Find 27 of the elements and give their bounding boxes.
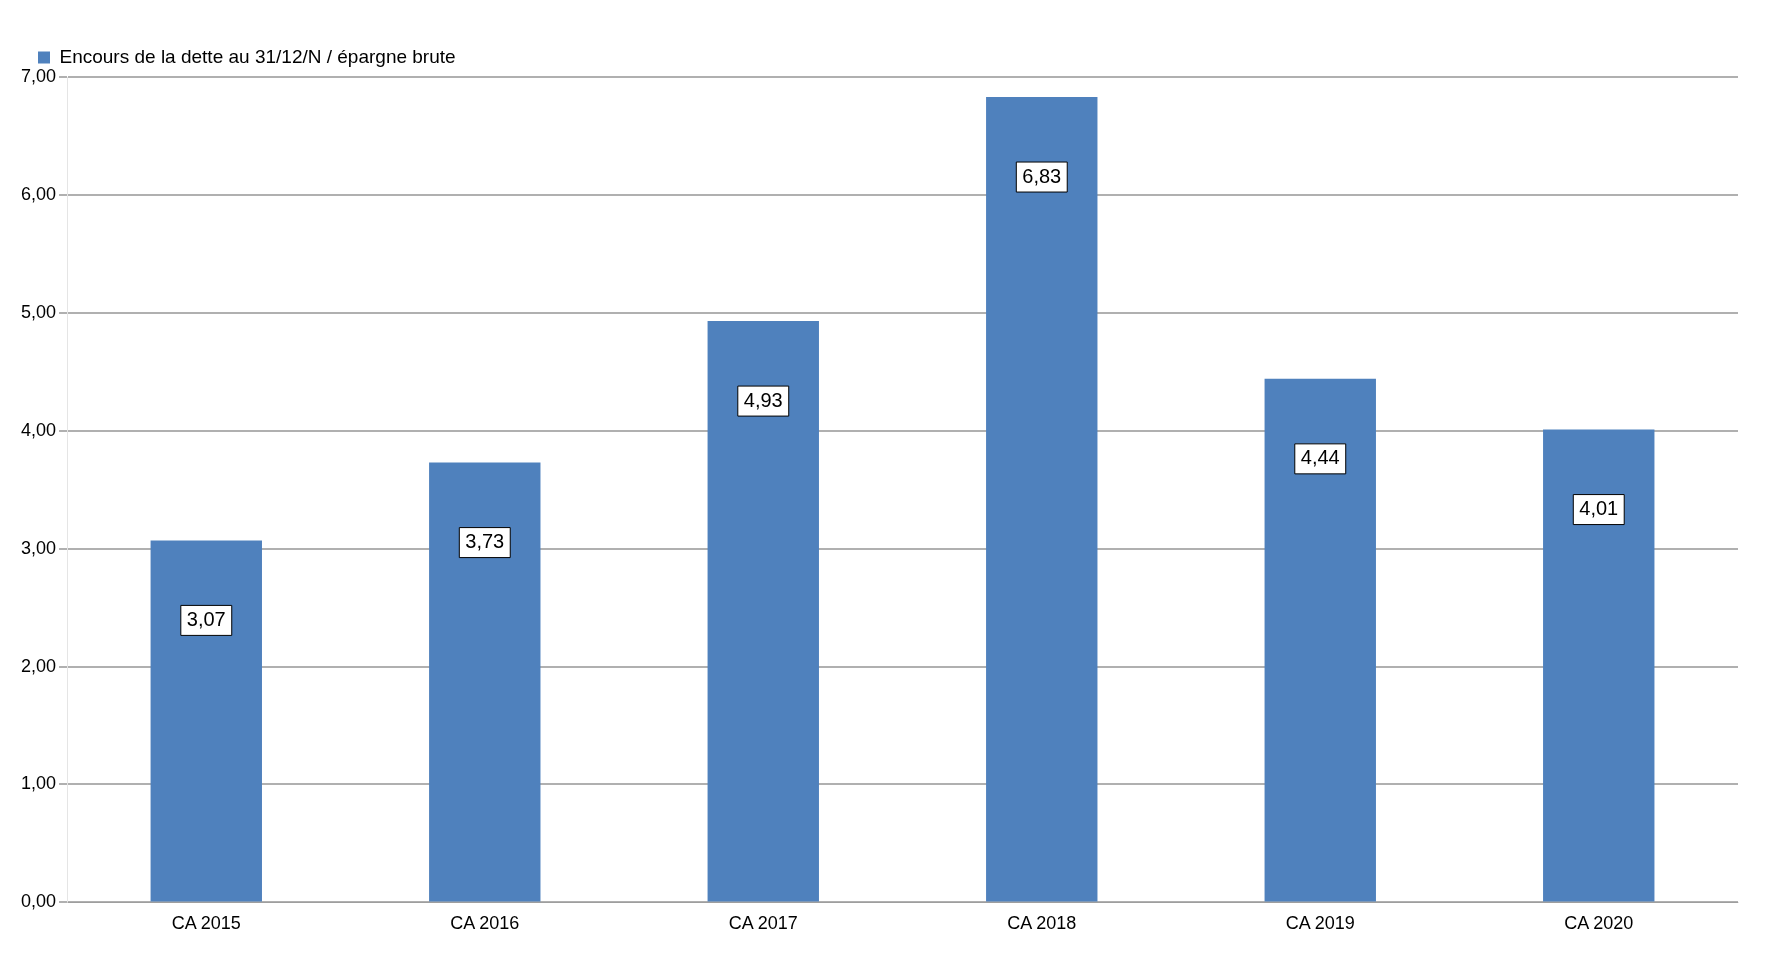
x-tick-label: CA 2015 bbox=[171, 913, 241, 934]
y-tick-label: 0,00 bbox=[20, 891, 57, 912]
bar bbox=[429, 462, 541, 902]
bar bbox=[1543, 429, 1655, 902]
x-tick-label: CA 2019 bbox=[1285, 913, 1355, 934]
x-tick-label: CA 2016 bbox=[450, 913, 520, 934]
bar bbox=[986, 97, 1098, 902]
x-tick-label: CA 2020 bbox=[1564, 913, 1634, 934]
y-tick-label: 3,00 bbox=[20, 537, 57, 558]
data-label: 4,01 bbox=[1579, 497, 1619, 520]
legend-label: Encours de la dette au 31/12/N / épargne brute bbox=[59, 45, 456, 67]
bar bbox=[707, 321, 819, 902]
y-tick-label: 4,00 bbox=[20, 419, 57, 440]
data-label: 3,73 bbox=[465, 530, 505, 553]
y-tick-label: 5,00 bbox=[20, 301, 57, 322]
bar bbox=[150, 540, 262, 902]
y-tick-label: 7,00 bbox=[20, 65, 57, 86]
x-tick-label: CA 2017 bbox=[728, 913, 798, 934]
y-tick-label: 2,00 bbox=[20, 655, 57, 676]
y-tick-label: 1,00 bbox=[20, 773, 57, 794]
data-label: 6,83 bbox=[1022, 164, 1062, 187]
y-tick-label: 6,00 bbox=[20, 183, 57, 204]
data-label: 3,07 bbox=[186, 607, 226, 630]
data-label: 4,93 bbox=[743, 388, 783, 411]
data-label: 4,44 bbox=[1300, 446, 1340, 469]
x-tick-label: CA 2018 bbox=[1007, 913, 1077, 934]
bar bbox=[1264, 378, 1376, 902]
